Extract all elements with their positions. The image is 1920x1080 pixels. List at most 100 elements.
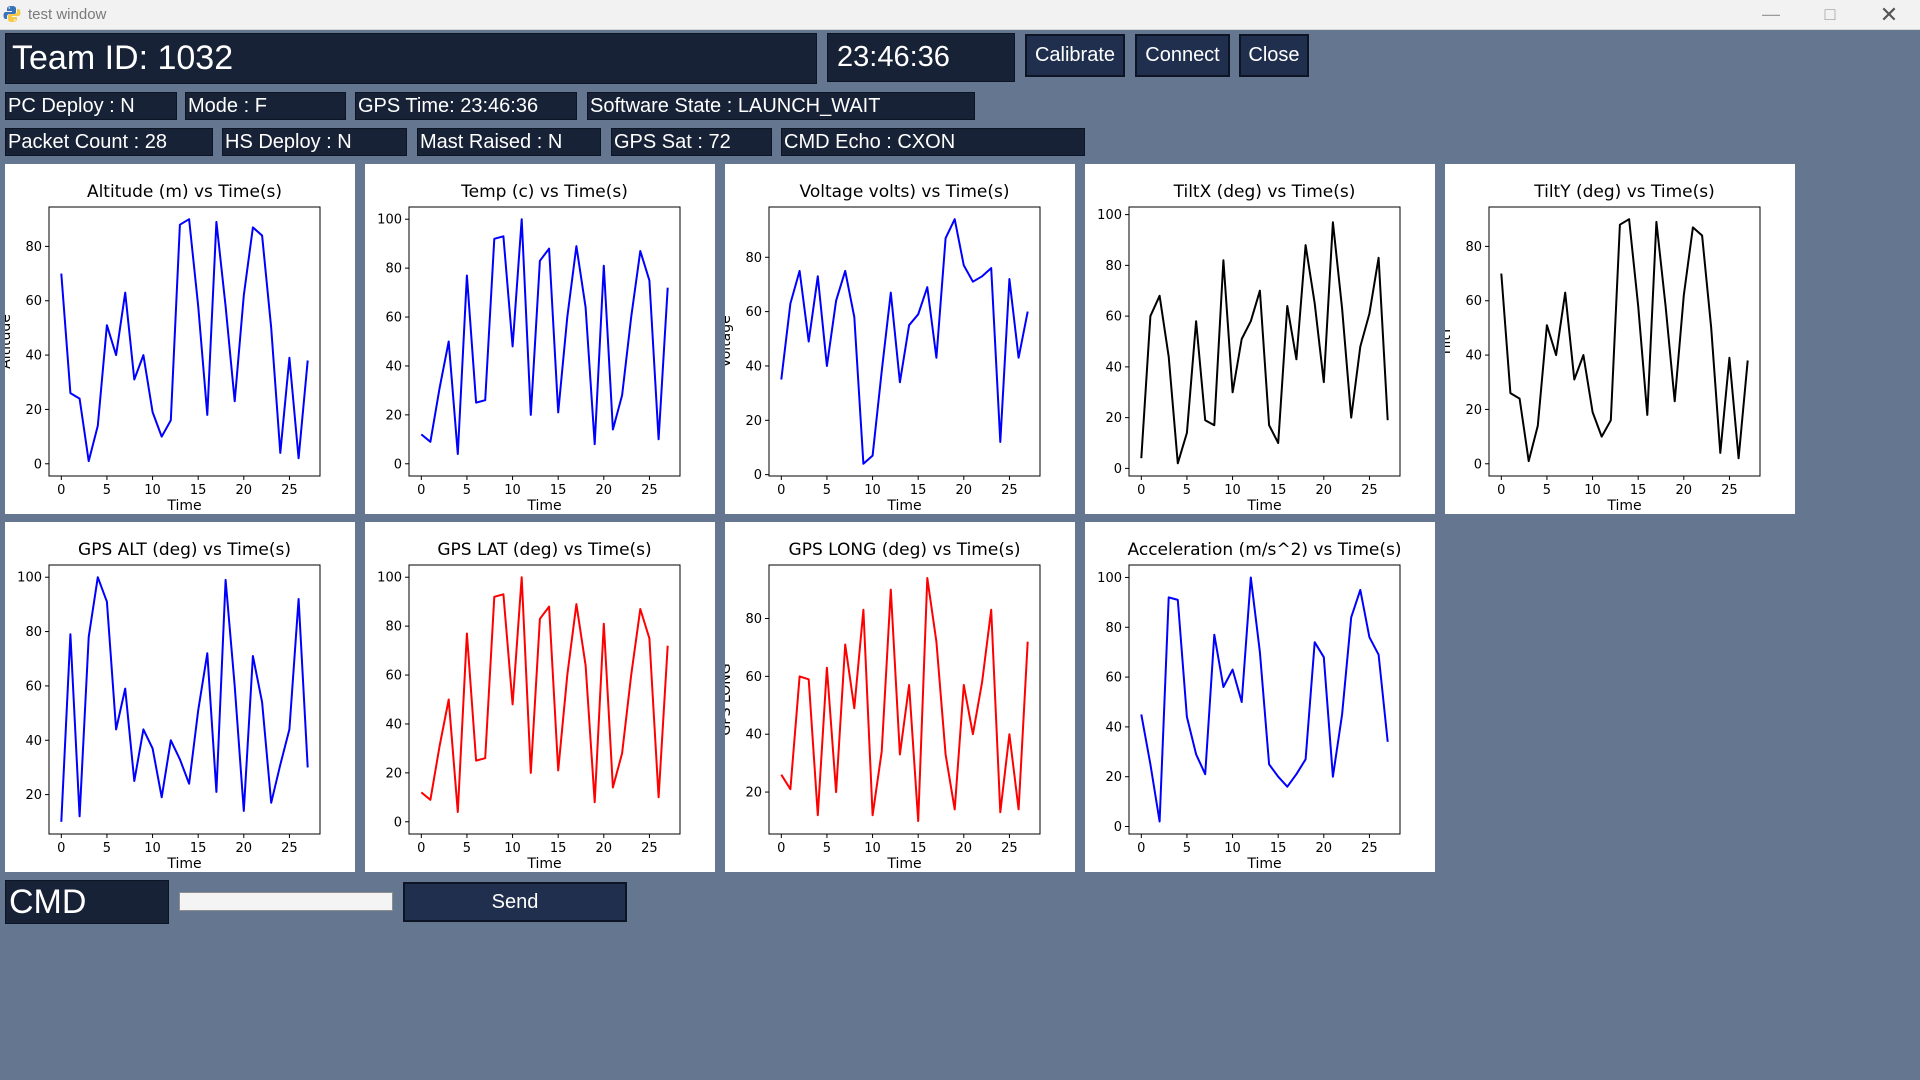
calibrate-button[interactable]: Calibrate — [1025, 34, 1125, 77]
y-tick-label: 20 — [385, 408, 402, 423]
x-tick-label: 0 — [777, 841, 785, 856]
y-tick-label: 0 — [1114, 462, 1122, 477]
clock-display: 23:46:36 — [827, 33, 1015, 82]
x-tick-label: 0 — [57, 841, 65, 856]
plot-frame — [48, 206, 321, 477]
window-titlebar: test window — □ ✕ — [0, 0, 1920, 30]
x-axis-label: Time — [1606, 498, 1641, 514]
y-tick-label: 80 — [745, 612, 762, 627]
series-line — [60, 576, 309, 822]
y-tick-label: 60 — [385, 669, 402, 684]
x-tick-label: 0 — [417, 841, 425, 856]
send-button[interactable]: Send — [403, 882, 627, 922]
y-tick-label: 20 — [745, 786, 762, 801]
x-tick-label: 10 — [504, 483, 521, 498]
y-tick-label: 80 — [1105, 259, 1122, 274]
y-tick-label: 40 — [25, 349, 42, 364]
y-axis-label: TiltY — [1445, 326, 1454, 357]
y-tick-label: 40 — [1105, 360, 1122, 375]
gps-time-status: GPS Time: 23:46:36 — [355, 92, 577, 120]
x-tick-label: 5 — [103, 841, 111, 856]
window-title: test window — [28, 6, 107, 23]
x-tick-label: 5 — [1183, 483, 1191, 498]
plot-frame — [768, 206, 1041, 477]
close-button[interactable]: Close — [1239, 34, 1309, 77]
y-tick-label: 100 — [377, 571, 402, 586]
x-tick-label: 15 — [910, 841, 927, 856]
gps-alt-chart-panel: GPS ALT (deg) vs Time(s) 0 5 10 15 20 25 20 40 60… — [5, 522, 355, 872]
altitude-chart-panel: Altitude (m) vs Time(s) 0 5 10 15 20 25 0 20 40 60… — [5, 164, 355, 514]
y-tick-label: 20 — [1465, 403, 1482, 418]
chart-title: TiltY (deg) vs Time(s) — [1533, 182, 1715, 202]
tilty-chart: TiltY (deg) vs Time(s) 0 5 10 15 20 25 0 20 40 60 8… — [1445, 182, 1761, 514]
gps-long-chart: GPS LONG (deg) vs Time(s) 0 5 10 15 20 25 20 40 6… — [725, 540, 1041, 872]
y-tick-label: 80 — [385, 620, 402, 635]
x-tick-label: 15 — [1270, 841, 1287, 856]
x-tick-label: 0 — [417, 483, 425, 498]
x-axis-label: Time — [886, 856, 921, 872]
x-tick-label: 0 — [777, 483, 785, 498]
connect-button[interactable]: Connect — [1135, 34, 1230, 77]
x-tick-label: 25 — [281, 841, 298, 856]
x-tick-label: 10 — [864, 483, 881, 498]
plot-frame — [408, 206, 681, 477]
x-tick-label: 25 — [641, 483, 658, 498]
hs-deploy-status: HS Deploy : N — [222, 128, 407, 156]
y-tick-label: 60 — [1105, 310, 1122, 325]
y-tick-label: 40 — [385, 717, 402, 732]
x-axis-label: Time — [526, 856, 561, 872]
plot-frame — [768, 564, 1041, 835]
x-tick-label: 25 — [1361, 483, 1378, 498]
x-tick-label: 20 — [956, 483, 973, 498]
x-tick-label: 0 — [1137, 841, 1145, 856]
software-state-status: Software State : LAUNCH_WAIT — [587, 92, 975, 120]
plot-frame — [1128, 206, 1401, 477]
y-tick-label: 80 — [745, 251, 762, 266]
y-tick-label: 20 — [1105, 411, 1122, 426]
x-tick-label: 10 — [1584, 483, 1601, 498]
x-tick-label: 15 — [910, 483, 927, 498]
y-tick-label: 40 — [25, 734, 42, 749]
y-tick-label: 60 — [385, 311, 402, 326]
y-tick-label: 80 — [25, 625, 42, 640]
x-tick-label: 20 — [956, 841, 973, 856]
x-tick-label: 10 — [864, 841, 881, 856]
minimize-icon[interactable]: — — [1762, 4, 1780, 24]
x-tick-label: 0 — [1497, 483, 1505, 498]
x-tick-label: 5 — [823, 841, 831, 856]
temp-chart: Temp (c) vs Time(s) 0 5 10 15 20 25 0 20 40 60 80 10… — [377, 182, 681, 514]
plot-frame — [48, 564, 321, 835]
acceleration-chart-panel: Acceleration (m/s^2) vs Time(s) 0 5 10 15 20 2… — [1085, 522, 1435, 872]
y-tick-label: 80 — [385, 262, 402, 277]
cmd-input[interactable] — [179, 892, 393, 911]
x-tick-label: 25 — [1721, 483, 1738, 498]
x-tick-label: 15 — [190, 841, 207, 856]
y-tick-label: 100 — [17, 571, 42, 586]
maximize-icon[interactable]: □ — [1824, 4, 1836, 24]
x-tick-label: 0 — [1137, 483, 1145, 498]
close-window-icon[interactable]: ✕ — [1879, 1, 1899, 27]
series-line — [780, 577, 1029, 822]
y-tick-label: 20 — [745, 414, 762, 429]
y-tick-label: 60 — [745, 670, 762, 685]
x-axis-label: Time — [886, 498, 921, 514]
gps-long-chart-panel: GPS LONG (deg) vs Time(s) 0 5 10 15 20 25 20 40 6… — [725, 522, 1075, 872]
y-tick-label: 60 — [1465, 294, 1482, 309]
chart-title: Voltage volts) vs Time(s) — [800, 182, 1010, 202]
x-tick-label: 5 — [463, 483, 471, 498]
x-tick-label: 15 — [1630, 483, 1647, 498]
x-tick-label: 15 — [1270, 483, 1287, 498]
y-tick-label: 20 — [25, 788, 42, 803]
python-app-icon — [3, 6, 21, 22]
y-tick-label: 0 — [34, 457, 42, 472]
tiltx-chart-panel: TiltX (deg) vs Time(s) 0 5 10 15 20 25 0 20 40 60 8… — [1085, 164, 1435, 514]
x-tick-label: 5 — [823, 483, 831, 498]
gps-lat-chart-panel: GPS LAT (deg) vs Time(s) 0 5 10 15 20 25 0 20 40 6… — [365, 522, 715, 872]
y-tick-label: 0 — [394, 815, 402, 830]
tiltx-chart: TiltX (deg) vs Time(s) 0 5 10 15 20 25 0 20 40 60 8… — [1097, 182, 1401, 514]
x-tick-label: 5 — [1543, 483, 1551, 498]
chart-title: GPS LAT (deg) vs Time(s) — [437, 540, 651, 560]
y-tick-label: 20 — [25, 403, 42, 418]
y-tick-label: 0 — [1114, 820, 1122, 835]
y-tick-label: 100 — [1097, 208, 1122, 223]
